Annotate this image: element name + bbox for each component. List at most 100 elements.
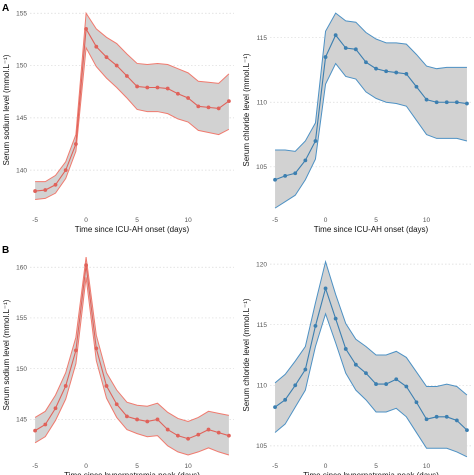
- data-point: [63, 384, 68, 388]
- data-point: [135, 417, 140, 422]
- data-point: [145, 85, 150, 90]
- y-tick-label: 105: [256, 164, 267, 171]
- data-point: [384, 69, 389, 74]
- x-axis-title: Time since ICU-AH onset (days): [75, 225, 190, 234]
- data-point: [293, 383, 298, 388]
- data-point: [155, 417, 160, 422]
- data-point: [364, 371, 368, 376]
- data-point: [404, 384, 409, 389]
- x-tick-label: -5: [32, 217, 38, 224]
- data-point: [165, 427, 170, 432]
- panel-label-b: B: [2, 245, 9, 256]
- data-point: [63, 168, 68, 173]
- data-point: [454, 100, 459, 105]
- band-lower-edge: [34, 277, 230, 456]
- data-point: [206, 105, 211, 110]
- x-tick-label: 10: [423, 463, 431, 470]
- x-tick-label: -5: [272, 217, 278, 224]
- data-point: [323, 286, 328, 291]
- y-tick-label: 140: [16, 167, 27, 174]
- y-axis-title: Serum sodium level (mmol.L⁻¹): [2, 299, 11, 410]
- data-point: [74, 348, 78, 353]
- data-point: [145, 419, 150, 424]
- data-point: [196, 432, 201, 437]
- data-point: [273, 405, 277, 410]
- data-point: [293, 171, 298, 176]
- data-point: [186, 96, 191, 100]
- y-axis-title: Serum chloride level (mmol.L⁻¹): [242, 298, 251, 411]
- y-tick-label: 150: [16, 366, 27, 373]
- data-point: [176, 91, 180, 96]
- data-point: [206, 427, 211, 432]
- band-lower-edge: [274, 312, 468, 458]
- data-point: [424, 97, 429, 102]
- y-tick-label: 120: [256, 261, 267, 268]
- x-tick-label: 5: [374, 217, 378, 224]
- data-point: [353, 362, 358, 367]
- data-point: [216, 430, 221, 435]
- data-point: [33, 189, 37, 193]
- data-point: [43, 422, 48, 427]
- data-point: [165, 86, 170, 91]
- x-tick-label: 0: [84, 463, 88, 470]
- data-point: [343, 347, 348, 351]
- data-point: [444, 100, 449, 105]
- confidence-band: [275, 261, 467, 457]
- y-tick-label: 145: [16, 115, 27, 122]
- confidence-band: [275, 13, 467, 209]
- data-point: [434, 414, 439, 419]
- x-tick-label: 10: [423, 217, 431, 224]
- x-tick-label: 10: [184, 217, 192, 224]
- band-lower-edge: [274, 62, 468, 209]
- band-lower-edge: [35, 46, 230, 200]
- data-point: [323, 55, 328, 59]
- data-point: [273, 177, 277, 182]
- data-point: [104, 55, 109, 60]
- y-tick-label: 155: [16, 315, 27, 322]
- data-point: [414, 400, 419, 405]
- data-point: [283, 173, 288, 178]
- confidence-band: [35, 257, 229, 455]
- x-tick-label: 5: [135, 463, 139, 470]
- data-point: [114, 402, 119, 407]
- data-point: [343, 46, 348, 50]
- data-point: [216, 106, 221, 111]
- x-axis-title: Time since hypernatremia peak (days): [303, 471, 439, 475]
- data-point: [313, 139, 318, 143]
- data-point: [84, 27, 88, 31]
- data-point: [333, 316, 338, 321]
- data-point: [176, 433, 180, 438]
- y-tick-label: 155: [16, 10, 27, 17]
- data-point: [303, 158, 308, 163]
- data-point: [465, 101, 469, 106]
- x-tick-label: 10: [184, 463, 192, 470]
- data-point: [364, 60, 368, 65]
- x-tick-label: -5: [32, 463, 38, 470]
- data-point: [135, 84, 140, 89]
- data-point: [465, 428, 469, 433]
- y-axis-title: Serum sodium level (mmol.L⁻¹): [2, 54, 11, 165]
- panel-label-a: A: [2, 3, 9, 14]
- data-point: [394, 377, 399, 382]
- band-upper-edge: [274, 259, 468, 396]
- data-point: [303, 367, 308, 372]
- band-upper-edge: [275, 12, 467, 152]
- data-point: [43, 188, 48, 192]
- data-point: [353, 47, 358, 52]
- data-point: [444, 414, 449, 419]
- x-axis-title: Time since hypernatremia peak (days): [64, 471, 200, 475]
- data-point: [196, 104, 201, 109]
- data-point: [104, 384, 109, 388]
- data-point: [313, 324, 318, 328]
- y-axis-title: Serum chloride level (mmol.L⁻¹): [242, 53, 251, 166]
- data-point: [227, 99, 231, 104]
- y-tick-label: 115: [257, 322, 268, 329]
- data-point: [227, 433, 231, 438]
- data-point: [374, 382, 378, 386]
- x-tick-label: 5: [374, 463, 378, 470]
- data-point: [114, 63, 119, 68]
- y-tick-label: 160: [16, 264, 27, 271]
